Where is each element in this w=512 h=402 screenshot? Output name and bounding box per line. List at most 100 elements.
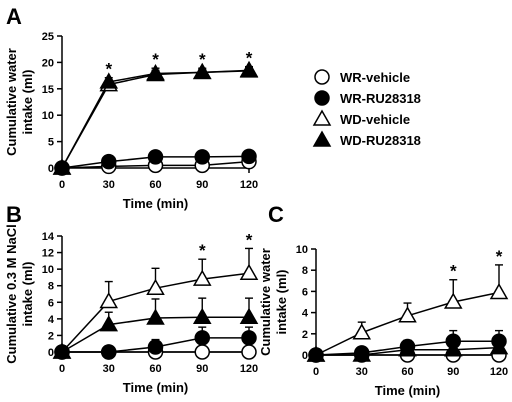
- y-axis-label-line: Cumulative water: [4, 48, 19, 156]
- data-point: [192, 62, 212, 80]
- legend-marker: [312, 109, 332, 126]
- legend-marker: [314, 90, 330, 106]
- significance-star: *: [152, 50, 159, 69]
- data-point: [239, 61, 259, 78]
- data-point: [489, 338, 509, 355]
- data-point: [489, 282, 509, 300]
- legend-label: WD-RU28318: [340, 133, 421, 148]
- y-tick-label: 12: [42, 248, 54, 260]
- series-wr-ru28318: [54, 326, 257, 360]
- y-axis-label: Cumulative waterintake (ml): [4, 48, 35, 156]
- legend-marker: [312, 130, 332, 147]
- data-point: [99, 291, 119, 309]
- data-point: [99, 315, 119, 332]
- y-tick-label: 10: [42, 110, 54, 122]
- legend-label: WD-vehicle: [340, 112, 410, 127]
- data-point: [192, 307, 212, 324]
- data-point: [352, 323, 372, 340]
- x-tick-label: 30: [103, 179, 115, 191]
- y-tick-label: 10: [296, 244, 308, 256]
- y-tick-label: 10: [42, 264, 54, 276]
- data-point: [443, 292, 463, 309]
- panel-letter: C: [268, 202, 284, 227]
- x-tick-label: 60: [149, 179, 161, 191]
- significance-star: *: [450, 262, 457, 281]
- panel-c: C 0 2 4 6 8 10 0 30 60 90 120 Time (min) Cumulative w…: [258, 202, 509, 398]
- data-point: [241, 344, 257, 360]
- significance-star: *: [199, 241, 206, 260]
- data-point: [147, 149, 164, 165]
- x-tick-label: 60: [149, 363, 161, 375]
- y-axis-label-line: Cumulative 0.3 M NaCl: [4, 224, 19, 363]
- x-tick-label: 0: [59, 179, 65, 191]
- y-tick-label: 6: [302, 286, 308, 298]
- y-tick-label: 4: [302, 308, 309, 320]
- y-axis-label: Cumulative 0.3 M NaClintake (ml): [4, 224, 35, 363]
- x-tick-label: 0: [313, 366, 319, 378]
- x-tick-label: 120: [490, 366, 508, 378]
- data-point: [101, 344, 117, 360]
- panel-letter: A: [6, 4, 22, 29]
- data-point: [52, 158, 72, 175]
- y-tick-label: 0: [48, 163, 54, 175]
- legend-marker: [314, 69, 330, 85]
- series-wd-ru28318: [52, 297, 259, 359]
- panel-a: A 0 5 10 15 20 25 0 30 60 90 120 Time (min) Cumulativ…: [4, 4, 259, 211]
- legend-label: WR-RU28318: [340, 91, 421, 106]
- data-point: [443, 340, 463, 357]
- x-tick-label: 90: [447, 366, 459, 378]
- data-point: [241, 330, 257, 346]
- data-point: [99, 72, 119, 89]
- data-point: [239, 263, 259, 281]
- x-axis-label: Time (min): [375, 383, 441, 398]
- legend-label: WR-vehicle: [340, 70, 410, 85]
- x-tick-label: 90: [196, 179, 208, 191]
- y-axis-label-line: intake (ml): [274, 269, 289, 334]
- y-tick-label: 5: [48, 137, 54, 149]
- x-tick-label: 90: [196, 363, 208, 375]
- data-point: [352, 345, 372, 362]
- data-point: [146, 278, 165, 295]
- x-tick-label: 120: [240, 363, 258, 375]
- x-tick-label: 30: [356, 366, 368, 378]
- y-tick-label: 8: [48, 281, 54, 293]
- data-point: [306, 345, 326, 362]
- series-wd-ru28318: [306, 338, 509, 362]
- y-tick-label: 0: [48, 347, 54, 359]
- data-point: [241, 148, 257, 165]
- y-tick-label: 2: [48, 330, 54, 342]
- x-tick-label: 120: [240, 179, 258, 191]
- data-point: [398, 340, 417, 357]
- data-point: [194, 149, 210, 165]
- data-point: [194, 330, 210, 346]
- panel-letter: B: [6, 202, 22, 227]
- series-wd-ru28318: [52, 61, 259, 175]
- data-point: [239, 307, 259, 324]
- significance-star: *: [105, 60, 112, 79]
- y-tick-label: 4: [48, 314, 55, 326]
- x-axis-label: Time (min): [123, 380, 189, 395]
- data-point: [52, 342, 72, 359]
- y-axis-label-line: Cumulative water: [258, 248, 273, 356]
- y-axis-label-line: intake (ml): [20, 69, 35, 134]
- y-tick-label: 14: [42, 231, 55, 243]
- y-axis-label-line: intake (ml): [20, 261, 35, 326]
- data-point: [194, 344, 210, 360]
- y-axis-label: Cumulative waterintake (ml): [258, 248, 289, 356]
- data-point: [147, 339, 164, 355]
- y-tick-label: 6: [48, 297, 54, 309]
- data-point: [146, 308, 165, 325]
- y-tick-label: 20: [42, 57, 54, 69]
- significance-star: *: [496, 247, 503, 266]
- data-point: [192, 269, 212, 286]
- x-tick-label: 0: [59, 363, 65, 375]
- data-point: [398, 306, 417, 323]
- data-point: [101, 153, 117, 170]
- y-tick-label: 25: [42, 31, 54, 43]
- y-tick-label: 2: [302, 329, 308, 341]
- x-tick-label: 30: [103, 363, 115, 375]
- significance-star: *: [246, 230, 253, 249]
- significance-star: *: [199, 50, 206, 69]
- significance-star: *: [246, 49, 253, 68]
